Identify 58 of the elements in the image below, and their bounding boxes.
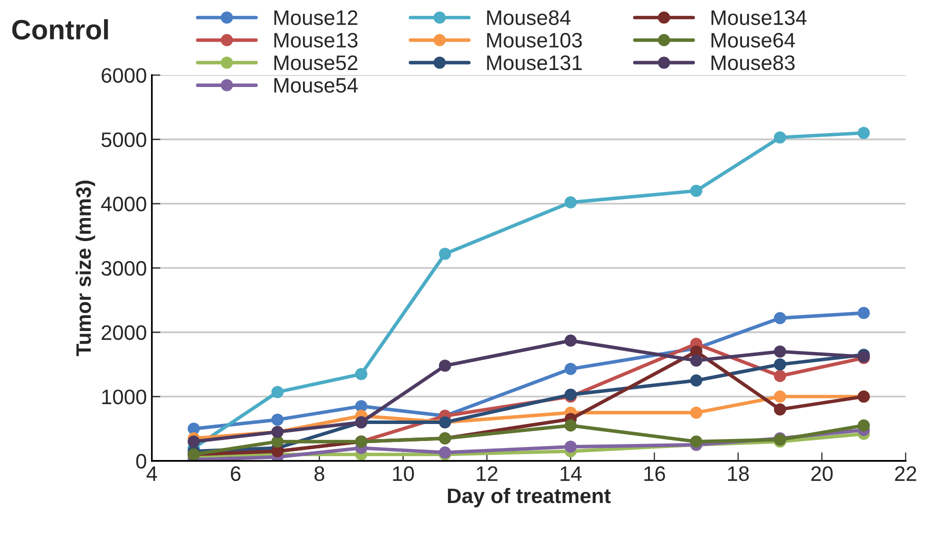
point: [271, 414, 284, 426]
point: [355, 368, 368, 380]
y-tick-label: 4000: [101, 196, 146, 212]
point: [858, 419, 870, 432]
legend-label: Mouse12: [274, 10, 358, 26]
point: [690, 184, 702, 197]
legend-label: Mouse83: [712, 55, 795, 70]
x-tick-label: 10: [393, 466, 414, 482]
legend-label: Mouse64: [712, 32, 795, 48]
point: [690, 354, 702, 367]
legend-label: Mouse52: [274, 55, 358, 70]
point: [690, 374, 702, 387]
point: [774, 390, 786, 403]
point: [188, 422, 200, 435]
point: [774, 131, 786, 144]
point: [774, 345, 786, 358]
x-tick-label: 4: [146, 466, 158, 481]
point: [564, 334, 577, 347]
point: [774, 312, 786, 324]
y-tick-label: 1000: [102, 390, 146, 404]
chart-title: Control: [12, 19, 108, 40]
y-tick-label: 3000: [101, 260, 146, 276]
point: [858, 126, 870, 140]
point: [188, 436, 200, 448]
y-tick-label: 2000: [102, 325, 146, 340]
x-tick-label: 14: [560, 466, 582, 481]
point: [774, 358, 786, 370]
legend-label: Mouse13: [274, 32, 358, 48]
point: [690, 406, 702, 419]
point: [355, 400, 368, 412]
y-axis-title: Tumor size (mm3): [76, 180, 96, 356]
y-tick-label: 5000: [101, 132, 146, 148]
point: [774, 370, 786, 382]
point: [564, 419, 577, 432]
point: [690, 436, 702, 448]
legend-label: Mouse131: [487, 55, 582, 70]
x-tick-label: 8: [314, 466, 324, 482]
point: [271, 386, 284, 398]
legend-label: Mouse134: [712, 10, 807, 26]
x-tick-label: 16: [644, 466, 666, 482]
point: [564, 196, 577, 208]
y-tick-label: 0: [136, 454, 146, 469]
point: [774, 403, 786, 416]
point: [858, 306, 870, 320]
y-tick-label: 6000: [102, 68, 146, 83]
x-tick-label: 20: [811, 466, 833, 482]
legend-label: Mouse84: [487, 10, 571, 26]
x-tick-label: 12: [476, 466, 498, 481]
legend-label: Mouse103: [487, 32, 582, 48]
x-axis-title: Day of treatment: [448, 488, 611, 508]
legend-label: Mouse54: [274, 78, 358, 93]
point: [564, 362, 577, 375]
x-tick-label: 6: [230, 466, 240, 482]
point: [438, 360, 452, 372]
x-tick-label: 18: [728, 466, 749, 482]
x-tick-label: 22: [895, 466, 916, 481]
point: [564, 440, 577, 453]
point: [438, 248, 452, 260]
